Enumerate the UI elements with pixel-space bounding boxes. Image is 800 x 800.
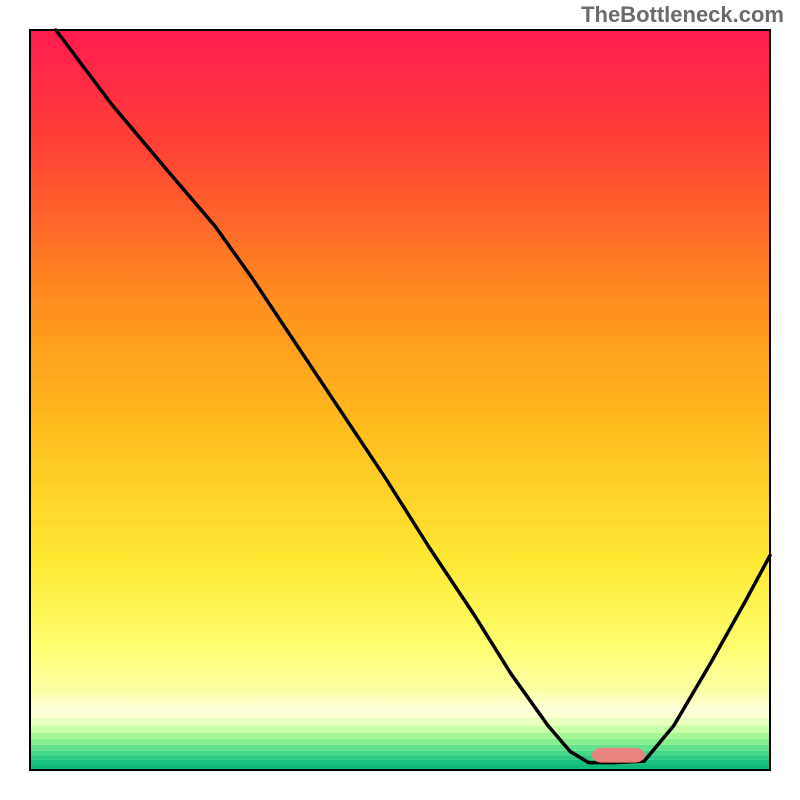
watermark-label: TheBottleneck.com <box>581 2 784 28</box>
bottleneck-chart <box>0 0 800 800</box>
chart-container: TheBottleneck.com <box>0 0 800 800</box>
